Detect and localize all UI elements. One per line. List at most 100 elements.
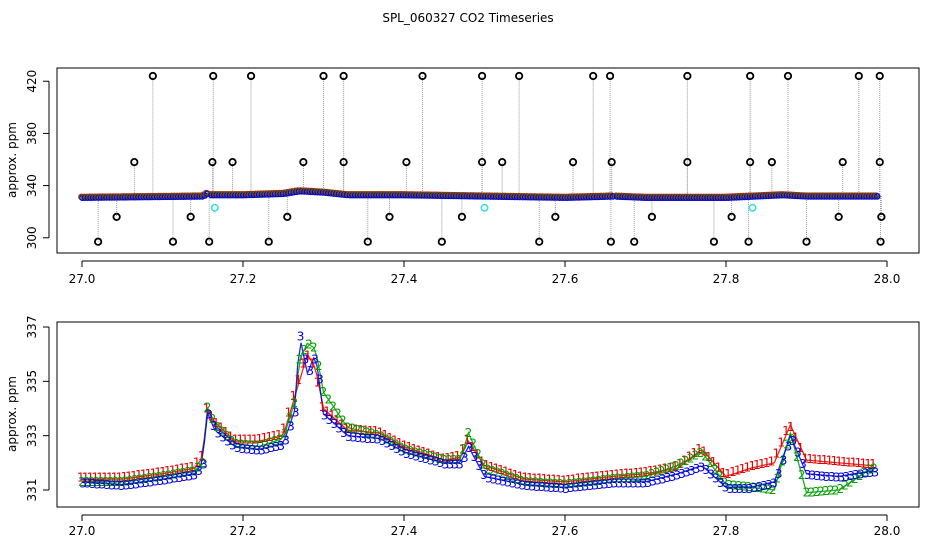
series-marker-2: 2: [358, 424, 366, 438]
series-marker-2: 2: [836, 482, 844, 496]
series-marker-1: 1: [149, 466, 157, 480]
series-marker-3: 3: [229, 438, 237, 452]
series-marker-3: 3: [427, 453, 435, 467]
series-marker-2: 2: [392, 438, 400, 452]
series-marker-3: 3: [669, 470, 677, 484]
series-marker-3: 3: [509, 477, 517, 491]
series-marker-1: 1: [367, 424, 375, 438]
series-marker-1: 1: [391, 434, 399, 448]
series-marker-3: 3: [466, 441, 474, 455]
outlier-point: [437, 237, 446, 246]
series-marker-3: 3: [654, 474, 662, 488]
series-marker-2: 2: [807, 485, 815, 499]
series-marker-2: 2: [513, 472, 521, 486]
series-marker-1: 1: [705, 450, 713, 464]
series-marker-1: 1: [260, 431, 268, 445]
series-marker-1: 1: [623, 467, 631, 481]
series-marker-1: 1: [357, 423, 365, 437]
series-marker-3: 3: [490, 473, 498, 487]
series-marker-1: 1: [236, 433, 244, 447]
series-marker-3: 3: [620, 476, 628, 490]
series-marker-2: 2: [745, 480, 753, 494]
series-marker-1: 1: [449, 450, 457, 464]
series-marker-2: 2: [411, 445, 419, 459]
series-marker-2: 2: [841, 479, 849, 493]
series-marker-1: 1: [256, 432, 264, 446]
series-marker-2: 2: [450, 453, 458, 467]
series-marker-1: 1: [328, 409, 336, 423]
series-marker-1: 1: [106, 471, 114, 485]
series-marker-1: 1: [550, 473, 558, 487]
series-marker-1: 1: [545, 472, 553, 486]
series-marker-3: 3: [108, 478, 116, 492]
series-marker-2: 2: [764, 482, 772, 496]
series-marker-3: 3: [833, 471, 841, 485]
series-marker-1: 1: [444, 451, 452, 465]
series-marker-2: 2: [585, 475, 593, 489]
outlier-point: [875, 158, 884, 167]
series-marker-3: 3: [84, 477, 92, 491]
series-marker-3: 3: [707, 467, 715, 481]
series-marker-3: 3: [166, 473, 174, 487]
series-marker-2: 2: [629, 471, 637, 485]
series-marker-1: 1: [174, 463, 182, 477]
bottom-y-tick-label: 335: [25, 370, 39, 393]
outlier-point: [264, 237, 273, 246]
top-axis-ticks: 27.0 27.2 27.4 27.6 27.8 28.0 300 340 380 420: [25, 70, 900, 286]
series-marker-1: 1: [555, 473, 563, 487]
series-marker-3: 3: [89, 477, 97, 491]
series-marker-3: 3: [495, 474, 503, 488]
series-marker-1: 1: [734, 464, 742, 478]
series-marker-1: 1: [864, 457, 872, 471]
series-marker-1: 1: [270, 429, 278, 443]
series-marker-3: 3: [297, 330, 305, 344]
series-marker-2: 2: [242, 438, 250, 452]
series-marker-1: 1: [314, 376, 322, 390]
series-marker-3: 3: [417, 451, 425, 465]
series-marker-2: 2: [223, 429, 231, 443]
series-marker-1: 1: [343, 422, 351, 436]
series-marker-3: 3: [190, 469, 198, 483]
series-marker-1: 1: [241, 433, 249, 447]
series-marker-1: 1: [666, 461, 674, 475]
series-marker-1: 1: [570, 472, 578, 486]
series-marker-2: 2: [334, 406, 342, 420]
series-marker-2: 2: [870, 461, 878, 475]
series-marker-2: 2: [638, 470, 646, 484]
flagged-point: [480, 203, 489, 212]
series-marker-1: 1: [715, 461, 723, 475]
series-marker-1: 1: [420, 445, 428, 459]
series-marker-2: 2: [421, 448, 429, 462]
series-marker-3: 3: [273, 440, 281, 454]
top-x-tick-label: 27.6: [552, 272, 579, 286]
series-marker-3: 3: [615, 476, 623, 490]
series-marker-1: 1: [657, 463, 665, 477]
series-marker-3: 3: [282, 434, 290, 448]
series-marker-2: 2: [523, 475, 531, 489]
series-marker-3: 3: [519, 478, 527, 492]
series-marker-3: 3: [635, 476, 643, 490]
series-marker-3: 3: [316, 373, 324, 387]
series-marker-3: 3: [567, 481, 575, 495]
series-marker-3: 3: [799, 457, 807, 471]
series-marker-1: 1: [198, 449, 206, 463]
series-marker-3: 3: [765, 478, 773, 492]
series-marker-3: 3: [234, 441, 242, 455]
series-marker-3: 3: [789, 434, 797, 448]
series-line-3: [81, 342, 875, 488]
series-marker-2: 2: [861, 466, 869, 480]
series-marker-1: 1: [120, 470, 128, 484]
series-marker-3: 3: [161, 473, 169, 487]
chart-title: SPL_060327 CO2 Timeseries: [382, 11, 553, 25]
series-marker-1: 1: [96, 471, 104, 485]
series-marker-2: 2: [382, 432, 390, 446]
series-marker-2: 2: [199, 456, 207, 470]
series-marker-3: 3: [253, 443, 261, 457]
series-marker-3: 3: [794, 445, 802, 459]
series-marker-3: 3: [369, 432, 377, 446]
series-marker-2: 2: [397, 440, 405, 454]
series-marker-3: 3: [688, 464, 696, 478]
series-marker-1: 1: [439, 452, 447, 466]
series-marker-3: 3: [533, 480, 541, 494]
series-marker-1: 1: [116, 471, 124, 485]
